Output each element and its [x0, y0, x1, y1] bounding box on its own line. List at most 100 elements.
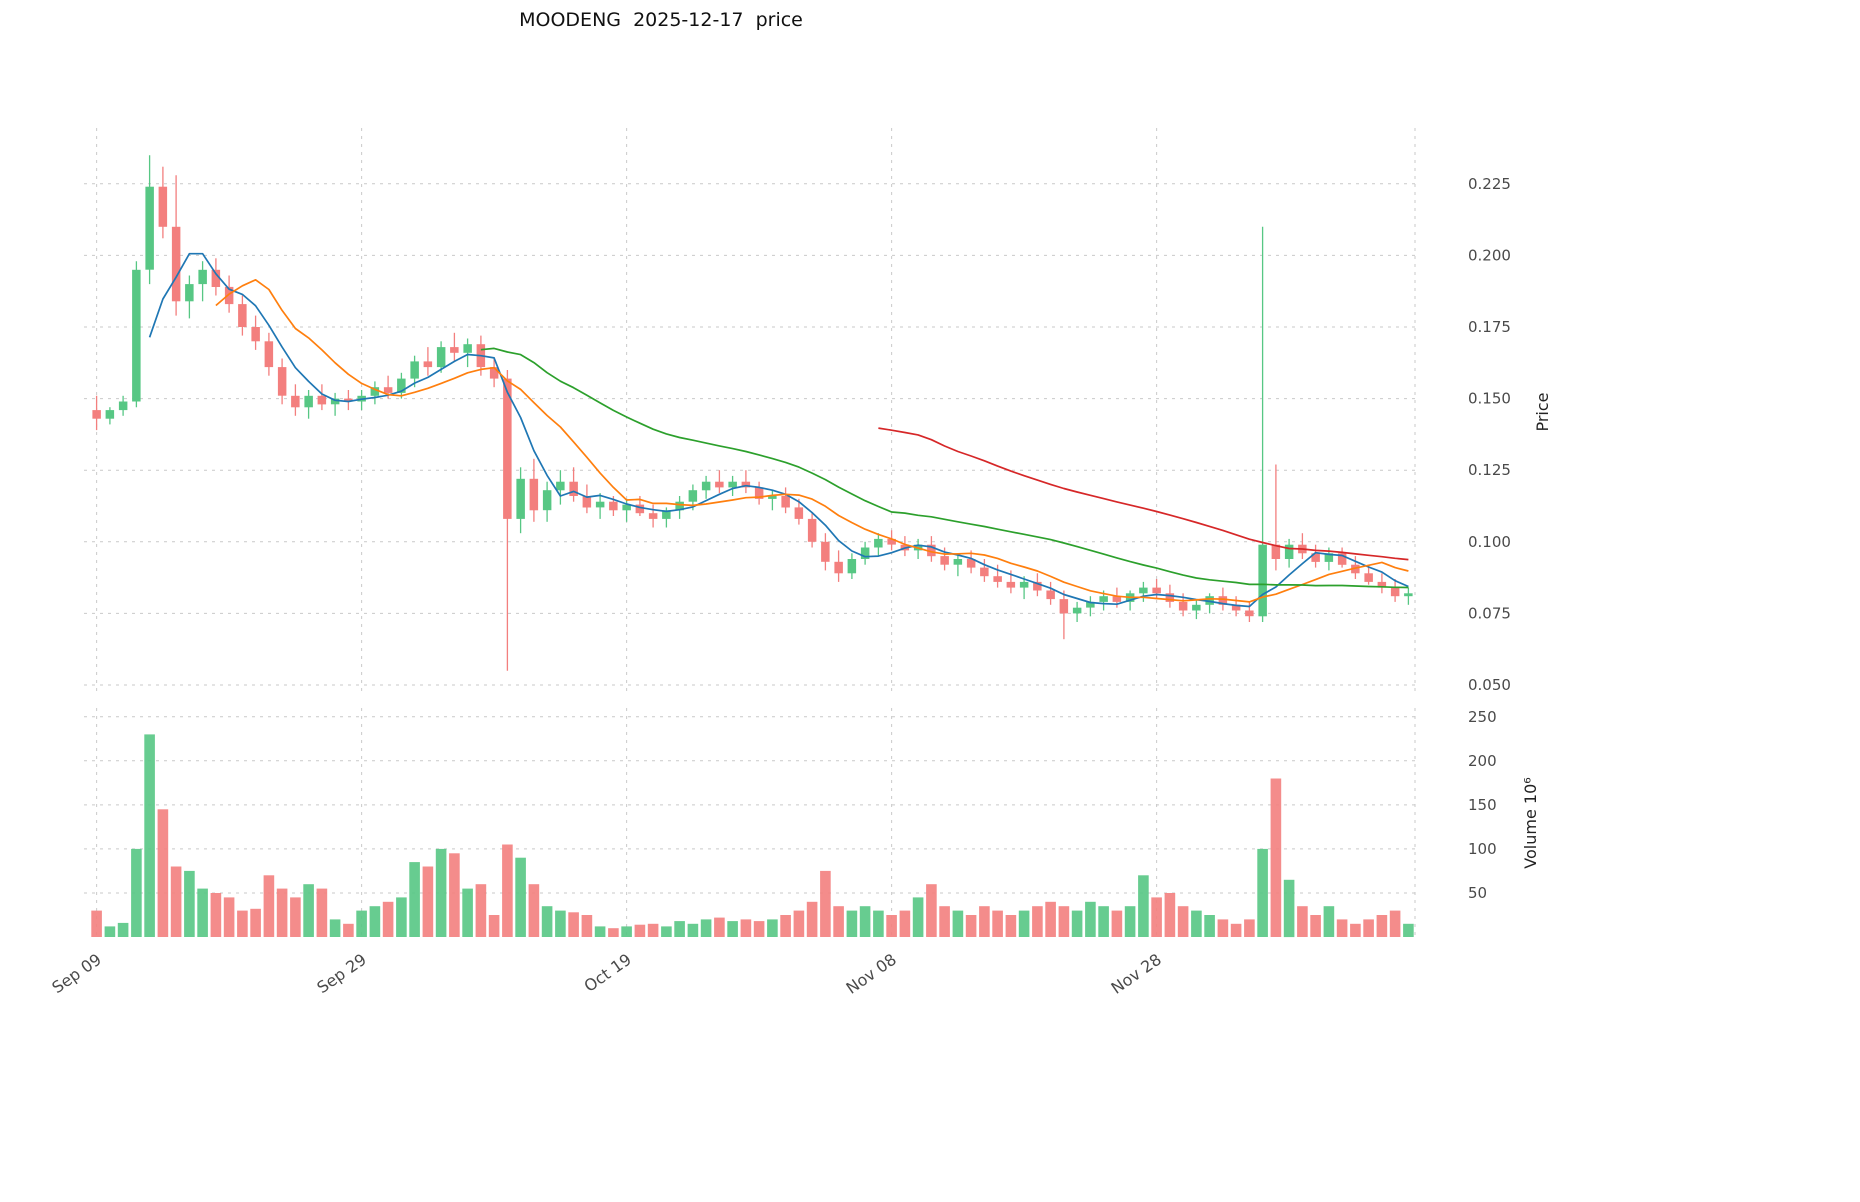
price-tick-label: 0.125	[1468, 461, 1511, 479]
volume-bar	[1217, 919, 1229, 937]
volume-bar	[1191, 910, 1202, 937]
candle-body	[1218, 596, 1228, 605]
volume-bar	[541, 906, 553, 937]
candle-body	[529, 478, 539, 511]
candle-body	[1006, 581, 1016, 588]
candle-body	[1152, 587, 1161, 594]
candle-body	[1192, 604, 1201, 611]
x-tick-label: Nov 28	[1108, 950, 1165, 998]
candle-body	[1139, 587, 1148, 594]
volume-bar	[793, 910, 805, 937]
candle-body	[953, 559, 963, 565]
candle-body	[158, 186, 168, 227]
volume-bar	[700, 919, 712, 937]
volume-tick-label: 200	[1468, 752, 1497, 770]
volume-bar	[197, 888, 208, 937]
candle-body	[1072, 607, 1082, 614]
volume-bar	[621, 926, 632, 937]
volume-tick-label: 50	[1468, 884, 1487, 902]
volume-bar	[952, 910, 964, 937]
candle-body	[980, 567, 989, 577]
candle-body	[595, 501, 605, 508]
candle-body	[940, 556, 949, 565]
candle-body	[503, 378, 512, 519]
ma-line-ma30	[480, 347, 1409, 589]
volume-bar	[1257, 848, 1268, 937]
candle-body	[927, 544, 936, 557]
candle-body	[291, 395, 300, 408]
moving-averages	[148, 252, 1409, 608]
volume-bar	[131, 848, 142, 937]
candle-body	[1112, 596, 1122, 602]
volume-bar	[687, 923, 699, 937]
candle-body	[1059, 599, 1069, 614]
candle-body	[821, 541, 830, 562]
volume-bar	[859, 906, 871, 937]
volume-axis-title: Volume 10⁶	[1521, 777, 1540, 868]
ma-line-ma5	[148, 252, 1409, 608]
volume-bar	[144, 734, 155, 937]
volume-bar	[356, 910, 367, 937]
candle-body	[794, 507, 804, 519]
volume-bar	[435, 848, 447, 937]
volume-bar	[886, 915, 897, 937]
volume-bar	[157, 809, 169, 937]
volume-bar	[1270, 778, 1282, 937]
ma-line-ma60	[878, 427, 1409, 561]
volume-bar	[820, 870, 831, 937]
candle-body	[397, 378, 406, 393]
candle-body	[1364, 573, 1373, 582]
volume-bar	[528, 884, 540, 937]
volume-bar	[647, 923, 659, 937]
volume-bar	[1363, 919, 1374, 937]
volume-bar	[833, 906, 844, 937]
candle-body	[277, 367, 287, 396]
volume-bar	[343, 923, 354, 937]
candle-body	[211, 269, 221, 287]
candle-body	[1178, 601, 1188, 611]
candle-body	[1099, 596, 1108, 602]
candle-body	[264, 341, 274, 368]
candle-body	[1337, 553, 1347, 565]
candle-body	[754, 487, 764, 499]
candle-body	[688, 490, 698, 502]
volume-bar	[1204, 915, 1215, 937]
candle-body	[1033, 581, 1042, 591]
candle-body	[1258, 544, 1267, 617]
x-tick-label: Sep 29	[313, 950, 369, 997]
price-tick-label: 0.100	[1468, 533, 1511, 551]
candle-body	[622, 504, 631, 511]
candle-body	[132, 269, 141, 402]
candle-body	[993, 576, 1002, 582]
volume-bar	[939, 906, 950, 937]
candle-body	[847, 559, 857, 574]
candle-body	[1245, 610, 1254, 617]
price-tick-label: 0.050	[1468, 676, 1511, 694]
candle-body	[344, 398, 353, 402]
volume-bar	[223, 897, 235, 937]
candle-body	[635, 504, 645, 514]
candle-body	[542, 490, 552, 511]
candle-body	[569, 481, 578, 496]
candle-body	[728, 481, 737, 488]
candle-body	[516, 478, 525, 519]
volume-bar	[329, 919, 341, 937]
volume-bar	[515, 857, 526, 937]
volume-bar	[1111, 910, 1123, 937]
candle-body	[436, 347, 446, 368]
volume-bar	[462, 888, 473, 937]
candle-body	[1311, 553, 1320, 562]
volume-bar	[422, 866, 434, 937]
volume-bar	[1177, 906, 1189, 937]
volume-bar	[1098, 906, 1109, 937]
volume-bar	[873, 910, 884, 937]
volume-bar	[780, 915, 791, 937]
volume-bar	[965, 915, 977, 937]
volume-bar	[263, 875, 275, 937]
x-axis-ticks: Sep 09 Sep 29 Oct 19 Nov 08 Nov 28	[48, 950, 1164, 998]
volume-bar	[1283, 879, 1295, 938]
candle-body	[330, 398, 340, 405]
volume-bar	[1336, 919, 1348, 937]
volume-tick-label: 150	[1468, 796, 1497, 814]
volume-bar	[661, 926, 672, 937]
